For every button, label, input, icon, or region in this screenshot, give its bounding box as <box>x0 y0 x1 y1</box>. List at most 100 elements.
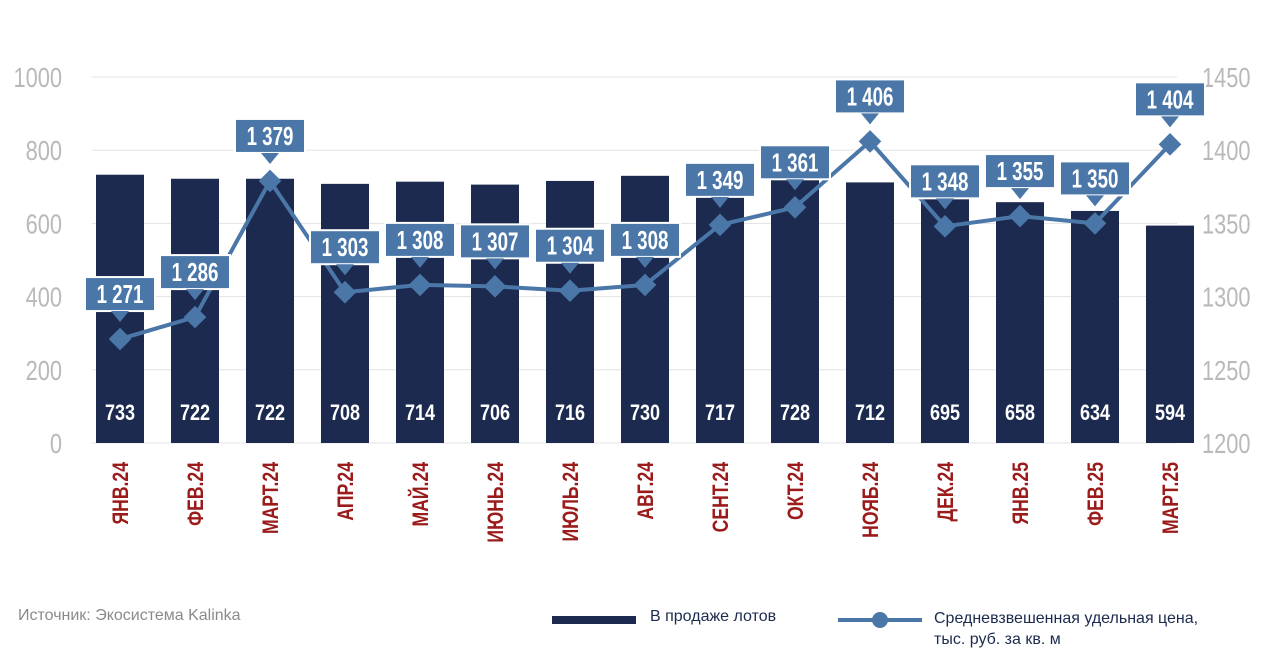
right-axis-tick-label: 1400 <box>1202 136 1251 167</box>
callout-box <box>609 221 681 258</box>
callout-pointer <box>561 262 579 274</box>
value-callout: 1 286 <box>159 254 231 301</box>
bar-value-label: 717 <box>705 401 735 425</box>
bar <box>996 202 1044 443</box>
callout-label: 1 286 <box>172 257 219 287</box>
callout-label: 1 271 <box>97 279 144 309</box>
callout-label: 1 348 <box>922 166 969 196</box>
bar-value-labels: 733 722 722 708 714 706 716 730 717 728 712 695 658 6… <box>105 401 1186 425</box>
right-axis-tick-label: 1350 <box>1202 209 1251 240</box>
bar <box>1071 210 1119 443</box>
callout-pointer <box>1161 116 1179 128</box>
bar <box>246 178 294 444</box>
bar-series <box>96 174 1194 444</box>
bar <box>1146 225 1194 443</box>
bar-value-label: 708 <box>330 401 360 425</box>
right-axis-tick-label: 1450 <box>1202 62 1251 93</box>
combo-chart: 0 200 400 600 800 1000 1200 1250 1300 1350 1400 14… <box>13 62 1251 543</box>
value-callout: 1 404 <box>1134 81 1206 128</box>
callout-label: 1 308 <box>622 225 669 255</box>
callout-label: 1 349 <box>697 165 744 195</box>
value-callout: 1 348 <box>909 163 981 210</box>
bar-value-label: 722 <box>255 401 285 425</box>
left-axis-tick-label: 1000 <box>13 62 62 93</box>
callout-pointer <box>786 179 804 191</box>
bar-value-label: 714 <box>405 401 436 425</box>
callout-label: 1 307 <box>472 226 519 256</box>
bar <box>321 183 369 443</box>
line-marker <box>408 273 432 297</box>
callout-pointer <box>636 256 654 268</box>
callout-box <box>534 227 606 264</box>
value-callout: 1 349 <box>684 161 756 208</box>
value-callout: 1 271 <box>84 276 156 323</box>
category-label: ИЮЛЬ.24 <box>559 462 583 542</box>
callout-pointer <box>861 113 879 125</box>
callout-label: 1 350 <box>1072 163 1119 193</box>
callout-label: 1 355 <box>997 156 1044 186</box>
category-label: ФЕВ.24 <box>184 462 208 526</box>
value-callout: 1 406 <box>834 78 906 125</box>
callout-label: 1 404 <box>1147 84 1194 114</box>
category-label: ФЕВ.25 <box>1084 462 1108 526</box>
value-callout: 1 304 <box>534 227 606 274</box>
bar-value-label: 712 <box>855 401 885 425</box>
line-marker <box>333 280 357 304</box>
right-axis-tick-label: 1300 <box>1202 282 1251 313</box>
legend-bar-label: В продаже лотов <box>650 608 777 625</box>
category-label: МАЙ.24 <box>407 462 434 526</box>
callout-box <box>159 254 231 291</box>
legend-line-label-line1: Средневзвешенная удельная цена, <box>934 610 1199 627</box>
value-callout: 1 361 <box>759 144 831 191</box>
callout-label: 1 361 <box>772 147 819 177</box>
category-labels: ЯНВ.24 ФЕВ.24 МАРТ.24 АПР.24 МАЙ.24 ИЮНЬ.24 ИЮ… <box>109 462 1183 543</box>
callout-label: 1 308 <box>397 225 444 255</box>
source-note: Источник: Экосистема Kalinka <box>18 607 241 624</box>
value-callout: 1 355 <box>984 153 1056 200</box>
callout-label: 1 406 <box>847 81 894 111</box>
callout-box <box>84 276 156 313</box>
left-axis-tick-label: 800 <box>26 136 62 167</box>
category-label: МАРТ.25 <box>1159 462 1183 534</box>
bar-value-label: 634 <box>1080 401 1111 425</box>
line-marker <box>633 273 657 297</box>
line-marker <box>108 327 132 351</box>
value-callout: 1 308 <box>384 221 456 268</box>
line-value-callouts: 1 271 1 286 1 379 1 303 1 308 1 307 1 304 1 308… <box>84 78 1206 323</box>
callout-pointer <box>711 196 729 208</box>
line-marker <box>483 275 507 298</box>
callout-pointer <box>1086 195 1104 207</box>
bar-value-label: 594 <box>1155 401 1186 425</box>
left-axis-ticks: 0 200 400 600 800 1000 <box>13 62 62 459</box>
legend-bar-swatch <box>552 616 636 624</box>
category-label: АПР.24 <box>334 462 358 521</box>
left-axis-tick-label: 600 <box>26 209 62 240</box>
callout-pointer <box>336 264 354 276</box>
bar-value-label: 695 <box>930 401 960 425</box>
category-label: ЯНВ.24 <box>109 462 133 524</box>
callout-box <box>459 223 531 260</box>
bar <box>846 182 894 443</box>
bar <box>771 176 819 443</box>
callout-box <box>759 144 831 181</box>
bar <box>546 180 594 443</box>
callout-pointer <box>111 311 129 323</box>
right-axis-tick-label: 1250 <box>1202 355 1251 386</box>
left-axis-tick-label: 400 <box>26 282 62 313</box>
callout-box <box>384 221 456 258</box>
line-marker <box>558 279 582 303</box>
callout-label: 1 304 <box>547 231 594 261</box>
bar-value-label: 722 <box>180 401 210 425</box>
callout-box <box>309 229 381 266</box>
value-callout: 1 308 <box>609 221 681 268</box>
callout-label: 1 303 <box>322 232 369 262</box>
callout-pointer <box>411 256 429 268</box>
value-callout: 1 307 <box>459 223 531 270</box>
value-callout: 1 350 <box>1059 160 1131 207</box>
category-label: ДЕК.24 <box>934 462 958 521</box>
callout-box <box>984 153 1056 190</box>
bar-value-label: 730 <box>630 401 660 425</box>
callout-box <box>1134 81 1206 118</box>
bar-value-label: 728 <box>780 401 810 425</box>
bar-value-label: 716 <box>555 401 585 425</box>
